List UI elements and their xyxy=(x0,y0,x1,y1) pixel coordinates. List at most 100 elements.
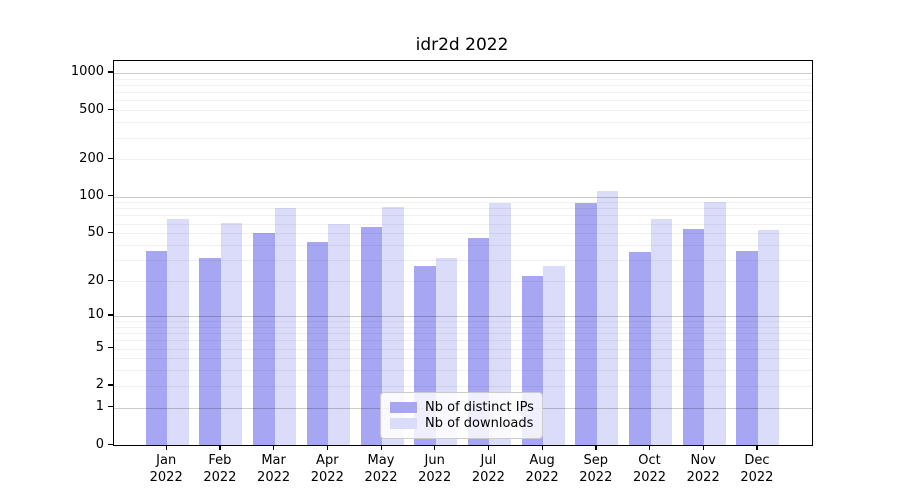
x-tick-mark xyxy=(487,445,490,451)
x-tick-mark xyxy=(702,445,704,451)
bar-distinct-ips xyxy=(682,229,705,445)
gridline-major xyxy=(114,315,812,317)
gridline-minor xyxy=(114,370,812,372)
y-tick-label: 5 xyxy=(95,340,104,355)
bar-downloads xyxy=(543,265,565,445)
y-tick-label: 10 xyxy=(87,307,104,323)
x-tick-label: Nov 2022 xyxy=(686,453,720,485)
y-tick-label: 500 xyxy=(79,101,104,117)
x-tick-label: Jan 2022 xyxy=(149,453,183,485)
x-tick-label: Feb 2022 xyxy=(203,453,237,485)
x-tick-label: Aug 2022 xyxy=(525,453,559,485)
bar-downloads xyxy=(489,203,511,445)
gridline-minor xyxy=(114,100,812,102)
x-tick-label: Mar 2022 xyxy=(257,453,291,485)
legend-label-downloads: Nb of downloads xyxy=(425,416,534,432)
legend: Nb of distinct IPs Nb of downloads xyxy=(380,392,543,439)
gridline-minor xyxy=(114,333,812,334)
x-tick-mark xyxy=(380,445,382,451)
bar-distinct-ips xyxy=(575,202,597,445)
bar-downloads xyxy=(704,201,726,445)
x-tick-label: Jul 2022 xyxy=(471,453,505,485)
legend-swatch-downloads xyxy=(390,418,417,430)
y-tick-label: 1000 xyxy=(70,64,104,80)
y-tick-mark xyxy=(108,279,113,281)
x-tick-label: Dec 2022 xyxy=(740,453,774,485)
gridline-minor xyxy=(114,348,812,350)
gridline-minor xyxy=(114,202,812,204)
gridline-minor xyxy=(114,260,812,262)
gridline-minor xyxy=(114,385,812,387)
gridline-minor xyxy=(114,321,812,322)
y-tick-mark xyxy=(108,406,113,408)
bar-distinct-ips xyxy=(306,242,329,445)
gridline-minor xyxy=(114,84,812,86)
gridline-minor xyxy=(114,208,812,210)
gridline-major xyxy=(114,196,812,198)
y-tick-label: 0 xyxy=(95,436,104,452)
y-tick-label: 20 xyxy=(87,272,104,288)
legend-row-downloads: Nb of downloads xyxy=(390,416,533,433)
bar-downloads xyxy=(650,219,672,445)
x-tick-mark xyxy=(273,445,275,451)
bar-downloads xyxy=(274,208,297,445)
gridline-minor xyxy=(114,340,812,342)
x-tick-mark xyxy=(649,445,651,451)
bar-downloads xyxy=(757,230,780,445)
gridline-minor xyxy=(114,233,812,235)
x-tick-label: Oct 2022 xyxy=(632,453,667,485)
bar-downloads xyxy=(328,223,350,445)
chart-title: idr2d 2022 xyxy=(415,35,509,55)
x-tick-label: May 2022 xyxy=(364,453,398,485)
x-tick-mark xyxy=(756,445,758,451)
bar-distinct-ips xyxy=(736,250,758,445)
bar-distinct-ips xyxy=(199,258,221,445)
y-tick-label: 100 xyxy=(79,187,104,203)
y-tick-mark xyxy=(108,194,113,197)
gridline-minor xyxy=(114,137,812,139)
y-tick-mark xyxy=(108,384,113,386)
gridline-minor xyxy=(114,78,812,80)
gridline-minor xyxy=(114,110,812,112)
x-tick-mark xyxy=(165,445,167,451)
y-tick-label: 1 xyxy=(95,399,104,415)
x-tick-mark xyxy=(219,445,221,451)
y-tick-mark xyxy=(108,108,113,111)
x-tick-mark xyxy=(434,445,436,451)
gridline-minor xyxy=(114,215,812,217)
legend-row-distinct-ips: Nb of distinct IPs xyxy=(390,399,534,416)
y-tick-mark xyxy=(108,71,113,73)
gridline-minor xyxy=(114,122,812,124)
gridline-minor xyxy=(114,358,812,360)
bar-distinct-ips xyxy=(629,252,651,445)
x-tick-label: Apr 2022 xyxy=(310,453,344,485)
y-tick-label: 200 xyxy=(79,150,104,166)
y-tick-mark xyxy=(108,347,113,349)
plot-area xyxy=(113,60,813,446)
gridline-minor xyxy=(114,159,812,161)
x-tick-mark xyxy=(541,445,543,451)
gridline-minor xyxy=(114,92,812,94)
y-tick-mark xyxy=(108,314,113,316)
x-tick-label: Sep 2022 xyxy=(579,453,613,485)
gridline-minor xyxy=(114,281,812,282)
legend-label-distinct-ips: Nb of distinct IPs xyxy=(425,399,534,415)
x-tick-mark xyxy=(595,445,597,451)
gridline-minor xyxy=(114,223,812,225)
y-tick-mark xyxy=(108,157,113,160)
gridline-minor xyxy=(114,326,812,328)
gridline-major xyxy=(114,72,812,74)
y-tick-mark xyxy=(108,231,113,234)
y-tick-label: 2 xyxy=(95,377,104,393)
bar-downloads xyxy=(382,207,404,445)
x-tick-label: Jun 2022 xyxy=(418,453,452,485)
bar-downloads xyxy=(596,191,619,445)
y-tick-label: 50 xyxy=(87,224,104,240)
y-tick-mark xyxy=(108,443,113,445)
gridline-minor xyxy=(114,245,812,246)
bar-distinct-ips xyxy=(145,250,168,445)
legend-swatch-distinct-ips xyxy=(390,401,417,413)
bar-distinct-ips xyxy=(253,233,275,445)
bar-downloads xyxy=(167,219,189,445)
